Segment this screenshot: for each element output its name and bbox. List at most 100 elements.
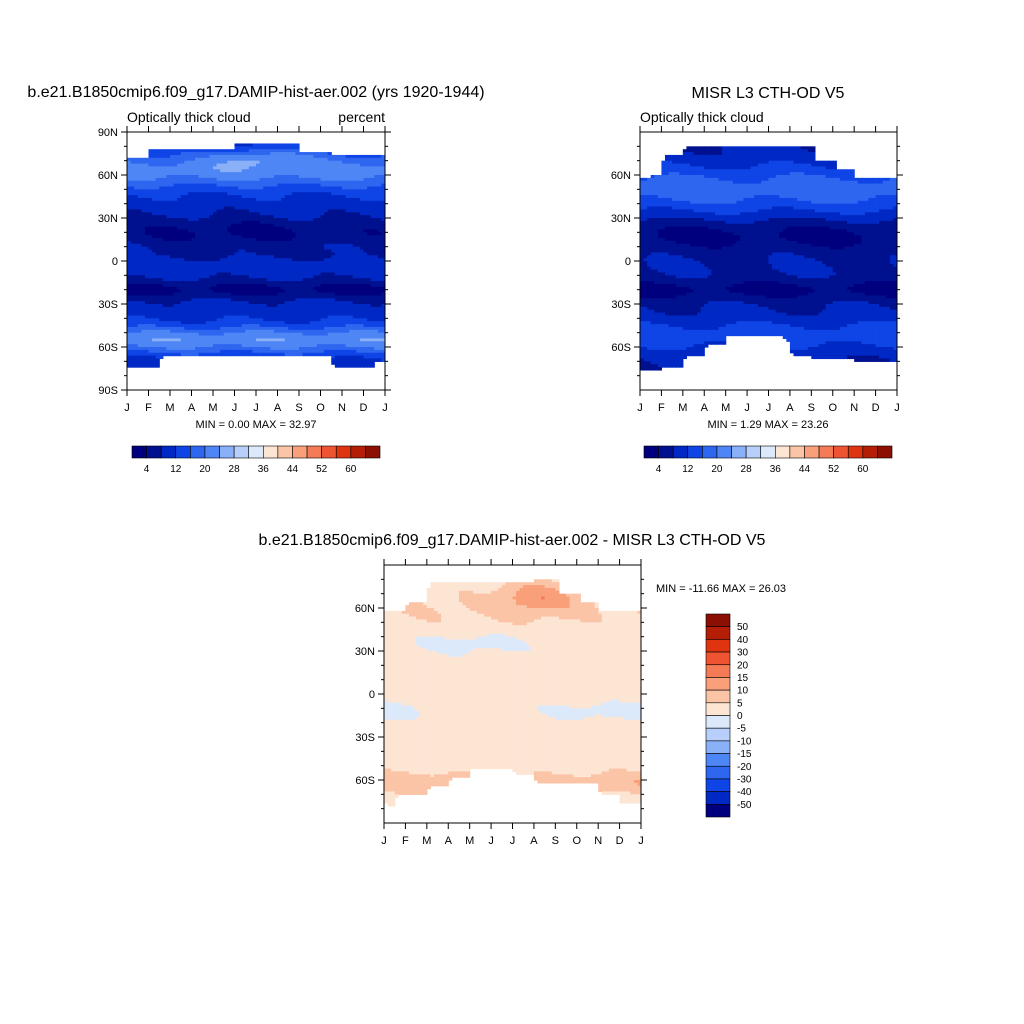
- contour-cell: [241, 169, 246, 182]
- contour-cell: [177, 338, 182, 342]
- contour-cell: [857, 235, 862, 245]
- contour-cell: [843, 169, 848, 182]
- contour-cell: [814, 246, 820, 262]
- contour-cell: [155, 283, 160, 296]
- contour-cell: [359, 215, 365, 251]
- contour-cell: [216, 292, 221, 299]
- contour-cell: [259, 278, 264, 285]
- contour-cell: [359, 154, 365, 159]
- contour-cell: [170, 166, 175, 176]
- contour-cell: [548, 771, 553, 784]
- contour-cell: [316, 298, 322, 322]
- contour-cell: [241, 324, 246, 334]
- contour-cell: [594, 602, 599, 609]
- contour-cell: [800, 349, 805, 357]
- contour-cell: [370, 306, 375, 322]
- contour-cell: [544, 616, 549, 707]
- contour-cell: [675, 326, 680, 351]
- contour-cell: [882, 295, 887, 308]
- contour-cell: [377, 175, 383, 188]
- contour-cell: [693, 315, 698, 331]
- contour-cell: [761, 295, 766, 308]
- contour-cell: [854, 324, 859, 342]
- contour-cell: [647, 255, 652, 268]
- contour-cell: [152, 318, 157, 325]
- contour-cell: [675, 154, 680, 165]
- contour-cell: [252, 212, 257, 222]
- contour-cell: [277, 326, 282, 334]
- contour-cell: [363, 278, 368, 285]
- contour-cell: [216, 335, 221, 345]
- contour-cell: [377, 157, 383, 167]
- contour-cell: [220, 172, 225, 182]
- contour-cell: [889, 321, 895, 348]
- contour-cell: [725, 146, 730, 170]
- x-tick-label: A: [701, 402, 709, 414]
- contour-cell: [352, 318, 357, 325]
- contour-cell: [661, 206, 666, 219]
- contour-cell: [768, 177, 773, 196]
- contour-cell: [374, 295, 379, 308]
- contour-cell: [187, 152, 193, 162]
- contour-cell: [668, 154, 673, 162]
- contour-cell: [782, 312, 787, 325]
- contour-cell: [637, 794, 641, 804]
- contour-cell: [320, 261, 325, 274]
- contour-cell: [134, 295, 139, 302]
- contour-cell: [155, 238, 160, 256]
- contour-cell: [230, 180, 236, 188]
- contour-cell: [263, 149, 268, 156]
- contour-cell: [363, 358, 368, 368]
- contour-cell: [252, 154, 257, 162]
- contour-cell: [494, 633, 499, 649]
- contour-cell: [558, 705, 564, 721]
- contour-cell: [689, 218, 695, 228]
- contour-cell: [637, 610, 641, 615]
- contour-cell: [686, 209, 691, 219]
- contour-cell: [682, 278, 687, 288]
- contour-cell: [148, 197, 153, 213]
- contour-cell: [205, 278, 211, 299]
- contour-cell: [309, 154, 314, 179]
- contour-cell: [661, 283, 666, 299]
- panel-cesm-units: percent: [338, 109, 385, 125]
- colorbar-box: [350, 445, 366, 459]
- colorbar-box: [705, 626, 731, 640]
- contour-cell: [198, 152, 203, 159]
- contour-cell: [284, 281, 289, 302]
- contour-cell: [598, 622, 603, 707]
- contour-cell: [162, 306, 168, 322]
- contour-cell: [159, 149, 164, 159]
- contour-cell: [818, 329, 823, 345]
- contour-cell: [173, 281, 178, 288]
- contour-cell: [198, 352, 203, 357]
- contour-cell: [291, 332, 297, 351]
- contour-cell: [331, 315, 336, 328]
- contour-cell: [889, 309, 895, 322]
- contour-cell: [879, 347, 884, 360]
- contour-cell: [594, 622, 599, 707]
- contour-cell: [711, 220, 716, 231]
- contour-cell: [302, 324, 307, 331]
- contour-cell: [302, 261, 307, 279]
- contour-cell: [811, 209, 816, 219]
- contour-cell: [381, 321, 385, 328]
- contour-cell: [768, 309, 773, 322]
- contour-cell: [675, 209, 680, 219]
- contour-cell: [458, 771, 464, 778]
- contour-cell: [650, 324, 655, 351]
- contour-cell: [141, 180, 146, 190]
- contour-cell: [299, 298, 304, 325]
- contour-cell: [555, 774, 560, 784]
- contour-cell: [857, 177, 862, 185]
- contour-cell: [605, 771, 610, 793]
- contour-cell: [238, 172, 243, 182]
- contour-cell: [836, 229, 841, 251]
- contour-cell: [248, 295, 254, 305]
- contour-cell: [750, 146, 755, 167]
- contour-cell: [654, 349, 659, 365]
- contour-cell: [363, 154, 368, 159]
- contour-cell: [797, 172, 802, 202]
- contour-cell: [601, 771, 606, 793]
- contour-cell: [804, 163, 809, 176]
